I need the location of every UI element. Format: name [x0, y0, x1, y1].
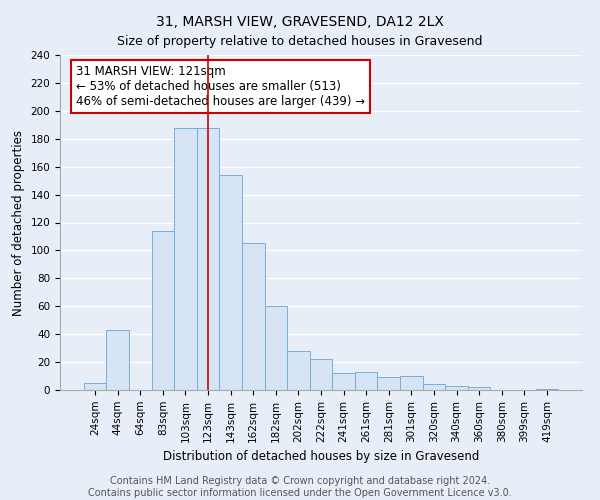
Bar — [536, 388, 558, 390]
Bar — [445, 386, 468, 390]
Bar — [377, 378, 400, 390]
Text: Contains HM Land Registry data © Crown copyright and database right 2024.
Contai: Contains HM Land Registry data © Crown c… — [88, 476, 512, 498]
Bar — [265, 306, 287, 390]
Bar — [355, 372, 377, 390]
Bar — [400, 376, 422, 390]
Text: 31 MARSH VIEW: 121sqm
← 53% of detached houses are smaller (513)
46% of semi-det: 31 MARSH VIEW: 121sqm ← 53% of detached … — [76, 65, 365, 108]
Bar — [242, 244, 265, 390]
Bar — [422, 384, 445, 390]
Bar — [152, 231, 174, 390]
Bar — [468, 387, 490, 390]
X-axis label: Distribution of detached houses by size in Gravesend: Distribution of detached houses by size … — [163, 450, 479, 463]
Bar — [287, 351, 310, 390]
Bar — [220, 175, 242, 390]
Text: 31, MARSH VIEW, GRAVESEND, DA12 2LX: 31, MARSH VIEW, GRAVESEND, DA12 2LX — [156, 15, 444, 29]
Bar — [84, 383, 106, 390]
Text: Size of property relative to detached houses in Gravesend: Size of property relative to detached ho… — [117, 35, 483, 48]
Y-axis label: Number of detached properties: Number of detached properties — [12, 130, 25, 316]
Bar — [106, 330, 129, 390]
Bar — [332, 373, 355, 390]
Bar — [310, 360, 332, 390]
Bar — [174, 128, 197, 390]
Bar — [197, 128, 220, 390]
